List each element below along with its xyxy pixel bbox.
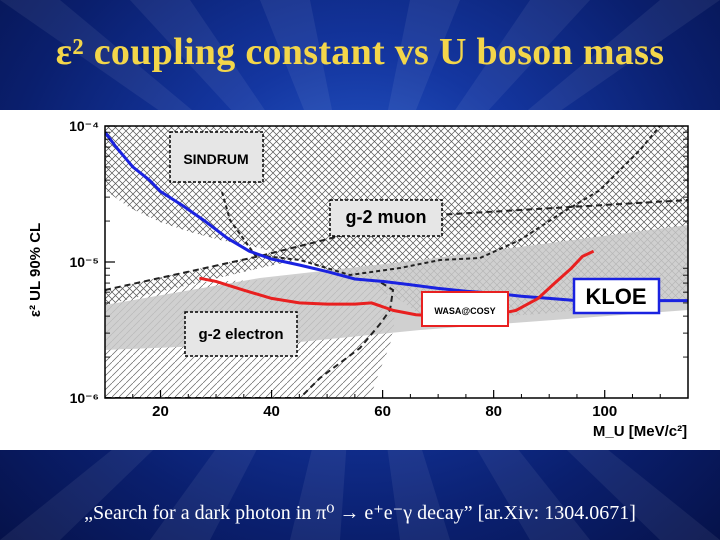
g2-muon-label: g-2 muon [346,207,427,227]
series-line-wasa-cosy [199,249,595,318]
excluded-region-muon [105,198,688,305]
wasa-label-box: WASA@COSY [421,291,509,327]
x-tick-label: 20 [152,403,169,420]
y-axis-title: ε² UL 90% CL [27,223,44,317]
plot-panel: 20 40 60 80 100 10⁻⁴ 10⁻⁵ 10⁻⁶ SINDRUM g-2 muon… [0,110,720,450]
y-tick-label: 10⁻⁶ [70,390,99,406]
sindrum-label-box: SINDRUM [169,131,264,183]
x-tick-label: 100 [592,403,617,420]
y-tick-label: 10⁻⁵ [69,254,99,270]
kloe-label-box: KLOE [572,277,661,315]
x-tick-label: 80 [485,403,502,420]
sindrum-label: SINDRUM [183,151,248,167]
y-tick-label: 10⁻⁴ [69,118,99,134]
wasa-label: WASA@COSY [434,306,495,316]
g2-muon-label-box: g-2 muon [329,199,443,237]
slide-title: ε² coupling constant vs U boson mass [55,31,665,73]
g2-electron-label-box: g-2 electron [184,311,298,357]
kloe-label: KLOE [585,284,646,309]
sindrum-boundary [221,126,661,277]
slide-caption: „Search for a dark photon in π⁰ → e⁺e⁻γ … [84,502,636,524]
exclusion-plot: 20 40 60 80 100 10⁻⁴ 10⁻⁵ 10⁻⁶ SINDRUM g-2 muon… [27,118,689,440]
g2-electron-label: g-2 electron [198,326,283,343]
x-tick-label: 40 [263,403,280,420]
x-tick-label: 60 [374,403,391,420]
x-axis-title: M_U [MeV/c²] [593,423,687,440]
